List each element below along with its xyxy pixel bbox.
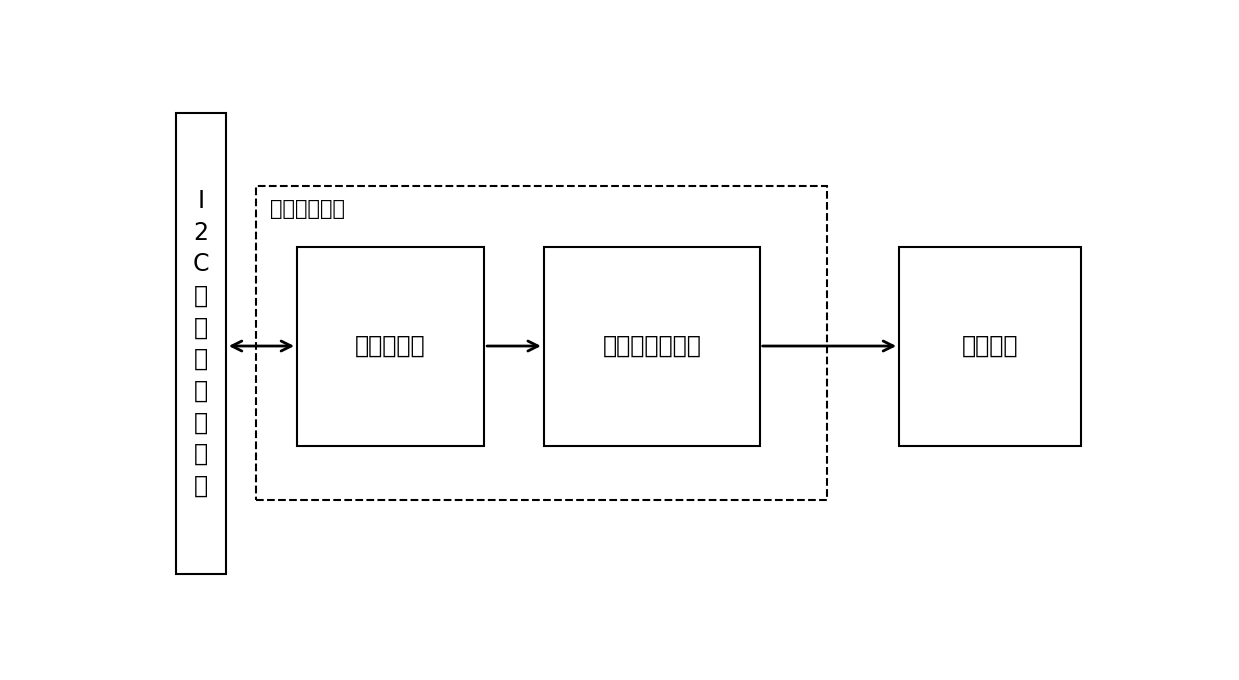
Text: 发热装置: 发热装置 [961, 334, 1018, 358]
Bar [544, 247, 760, 445]
Bar [255, 186, 828, 500]
Bar [176, 113, 225, 574]
Text: 小型功率模块: 小型功率模块 [270, 199, 346, 220]
Bar [900, 247, 1082, 445]
Bar [297, 247, 484, 445]
Text: 电压控制电流源: 电压控制电流源 [602, 334, 701, 358]
Text: I
2
C
隔
离
及
控
制
模
块: I 2 C 隔 离 及 控 制 模 块 [193, 189, 209, 498]
Text: 数模转换器: 数模转换器 [356, 334, 426, 358]
